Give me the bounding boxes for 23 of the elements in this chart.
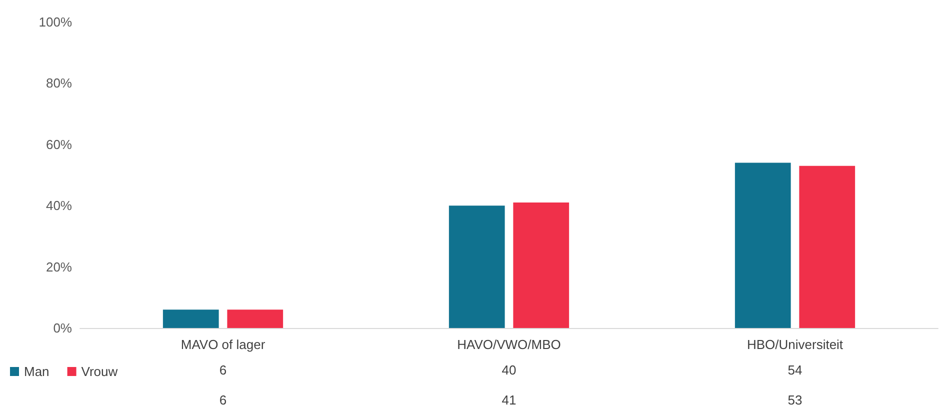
x-tick-label: MAVO of lager xyxy=(180,337,266,352)
y-tick-label: 60% xyxy=(46,136,72,152)
data-label: 6 xyxy=(219,362,227,378)
data-label: 53 xyxy=(788,392,802,406)
legend-label: Vrouw xyxy=(81,364,118,379)
x-tick-label: HAVO/VWO/MBO xyxy=(457,337,561,352)
bar xyxy=(162,310,219,328)
bar xyxy=(799,166,856,328)
y-tick-label: 20% xyxy=(46,259,72,274)
y-tick-label: 80% xyxy=(46,76,72,91)
y-tick-label: 0% xyxy=(53,320,72,336)
y-tick-label: 100% xyxy=(38,14,72,30)
data-label: 41 xyxy=(502,392,516,406)
bar xyxy=(448,206,505,328)
data-label: 54 xyxy=(788,362,802,378)
bar xyxy=(734,162,791,328)
data-label: 6 xyxy=(219,392,227,406)
data-label: 40 xyxy=(502,362,516,378)
legend-label: Man xyxy=(24,364,50,379)
bar xyxy=(227,310,284,328)
bar xyxy=(513,202,570,328)
y-tick-label: 40% xyxy=(46,198,72,214)
x-tick-label: HBO/Universiteit xyxy=(746,337,844,352)
